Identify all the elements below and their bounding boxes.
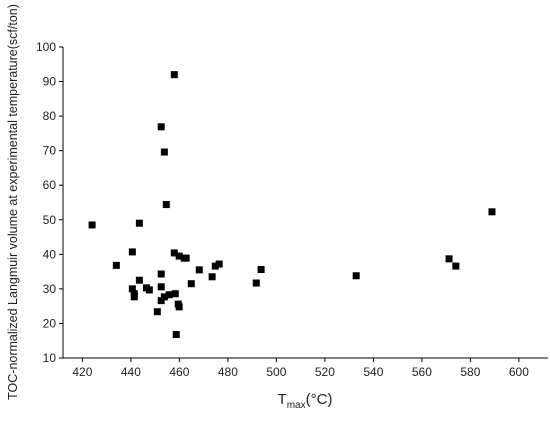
- y-tick-label: 20: [43, 316, 57, 330]
- x-label-unit: (°C): [306, 391, 333, 408]
- point: [160, 148, 168, 156]
- x-tick-label: 420: [72, 365, 92, 379]
- point: [170, 249, 178, 257]
- point: [488, 208, 496, 216]
- y-tick-label: 60: [43, 178, 57, 192]
- x-tick-label: 580: [460, 365, 480, 379]
- point: [195, 266, 203, 274]
- point: [157, 123, 165, 131]
- x-tick-label: 560: [412, 365, 432, 379]
- point: [153, 308, 161, 316]
- point: [88, 221, 96, 229]
- y-tick-label: 100: [36, 40, 56, 54]
- y-tick-label: 40: [43, 247, 57, 261]
- x-tick-label: 540: [363, 365, 383, 379]
- point: [252, 279, 260, 287]
- point: [211, 262, 219, 270]
- x-tick-label: 480: [218, 365, 238, 379]
- point: [175, 252, 183, 260]
- y-tick-label: 80: [43, 109, 57, 123]
- y-tick-label: 90: [43, 75, 57, 89]
- x-tick-label: 500: [266, 365, 286, 379]
- point: [135, 276, 143, 284]
- point: [160, 293, 168, 301]
- y-axis-label: TOC-normalized Langmuir volume at experi…: [6, 4, 20, 400]
- point: [182, 254, 190, 262]
- point: [128, 248, 136, 256]
- point: [452, 262, 460, 270]
- point: [215, 260, 223, 268]
- x-tick-label: 520: [315, 365, 335, 379]
- point: [257, 266, 265, 274]
- point: [445, 255, 453, 263]
- point: [165, 291, 173, 299]
- point: [145, 286, 153, 294]
- point: [170, 71, 178, 79]
- y-tick-label: 70: [43, 144, 57, 158]
- x-tick-label: 440: [121, 365, 141, 379]
- point: [157, 283, 165, 291]
- x-axis-label: Tmax(°C): [278, 391, 333, 411]
- point: [171, 290, 179, 298]
- x-tick-label: 460: [169, 365, 189, 379]
- y-tick-label: 10: [43, 351, 57, 365]
- point: [172, 331, 180, 339]
- point: [135, 219, 143, 227]
- point: [128, 285, 136, 293]
- point: [187, 280, 195, 288]
- y-tick-label: 50: [43, 213, 57, 227]
- point: [175, 303, 183, 311]
- y-tick-label: 30: [43, 282, 57, 296]
- point: [112, 261, 120, 269]
- point: [157, 297, 165, 305]
- point: [157, 270, 165, 278]
- point: [352, 272, 360, 280]
- point: [130, 293, 138, 301]
- point: [208, 273, 216, 281]
- x-tick-label: 600: [509, 365, 529, 379]
- x-label-main: T: [278, 391, 287, 408]
- x-label-sub: max: [287, 400, 306, 411]
- point: [162, 201, 170, 209]
